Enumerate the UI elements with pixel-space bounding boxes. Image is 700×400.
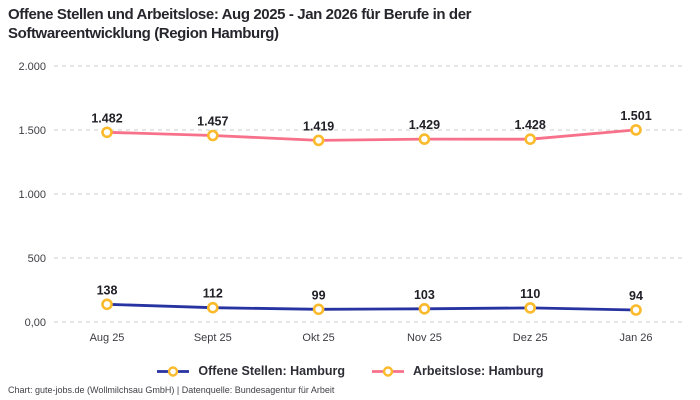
data-point-marker[interactable] bbox=[630, 124, 642, 136]
legend-item-label: Arbeitslose: Hamburg bbox=[412, 364, 544, 378]
data-point-marker[interactable] bbox=[312, 303, 325, 316]
data-point-marker[interactable] bbox=[418, 133, 431, 145]
x-tick-label: Dez 25 bbox=[513, 332, 548, 344]
x-tick-label: Nov 25 bbox=[407, 332, 442, 344]
x-tick-label: Aug 25 bbox=[90, 332, 125, 344]
series-line bbox=[105, 128, 638, 142]
y-tick-label: 2.000 bbox=[18, 61, 46, 73]
y-tick-label: 0,00 bbox=[25, 317, 46, 329]
data-point-marker[interactable] bbox=[101, 298, 113, 311]
legend-marker-icon bbox=[382, 365, 394, 377]
x-tick-label: Okt 25 bbox=[302, 332, 334, 344]
data-point-marker[interactable] bbox=[524, 133, 537, 145]
y-tick-label: 1.000 bbox=[18, 189, 46, 201]
legend-marker-icon bbox=[168, 365, 179, 377]
data-point-label: 112 bbox=[203, 287, 223, 301]
chart-title-line-1: Offene Stellen und Arbeitslose: Aug 2025… bbox=[8, 6, 472, 23]
chart-footer: Chart: gute-jobs.de (Wollmilchsau GmbH) … bbox=[8, 385, 335, 395]
data-point-marker[interactable] bbox=[207, 301, 219, 314]
data-point-label: 99 bbox=[312, 288, 326, 302]
data-point-label: 1.457 bbox=[197, 115, 228, 129]
data-point-label: 1.419 bbox=[303, 119, 334, 133]
legend-item[interactable]: Offene Stellen: Hamburg bbox=[156, 364, 345, 378]
data-point-marker[interactable] bbox=[524, 302, 537, 314]
series-line bbox=[105, 302, 638, 312]
data-point-marker[interactable] bbox=[630, 304, 642, 316]
data-point-marker[interactable] bbox=[207, 129, 219, 142]
legend-item[interactable]: Arbeitslose: Hamburg bbox=[371, 364, 544, 378]
x-tick-label: Sept 25 bbox=[194, 332, 232, 344]
data-point-label: 1.428 bbox=[515, 118, 546, 132]
data-point-marker[interactable] bbox=[101, 126, 113, 139]
data-point-label: 1.482 bbox=[91, 111, 122, 125]
data-point-label: 138 bbox=[97, 283, 118, 297]
legend-item-label: Offene Stellen: Hamburg bbox=[198, 364, 345, 378]
legend-line-marker-icon bbox=[157, 365, 190, 377]
legend-line-marker-icon bbox=[371, 365, 404, 377]
chart-legend: Offene Stellen: Hamburg Arbeitslose: Hamb… bbox=[0, 360, 700, 382]
data-point-marker[interactable] bbox=[418, 302, 431, 315]
data-point-label: 1.501 bbox=[620, 109, 651, 123]
y-tick-label: 500 bbox=[28, 253, 46, 265]
data-point-label: 1.429 bbox=[409, 118, 440, 132]
y-tick-label: 1.500 bbox=[18, 125, 46, 137]
data-point-label: 94 bbox=[629, 289, 643, 303]
chart-title-line-2: Softwareentwicklung (Region Hamburg) bbox=[8, 25, 279, 42]
x-tick-label: Jan 26 bbox=[619, 332, 652, 344]
chart-title: Offene Stellen und Arbeitslose: Aug 2025… bbox=[8, 5, 471, 43]
data-point-label: 110 bbox=[520, 287, 540, 301]
data-point-label: 103 bbox=[414, 288, 435, 302]
data-point-marker[interactable] bbox=[312, 134, 325, 147]
